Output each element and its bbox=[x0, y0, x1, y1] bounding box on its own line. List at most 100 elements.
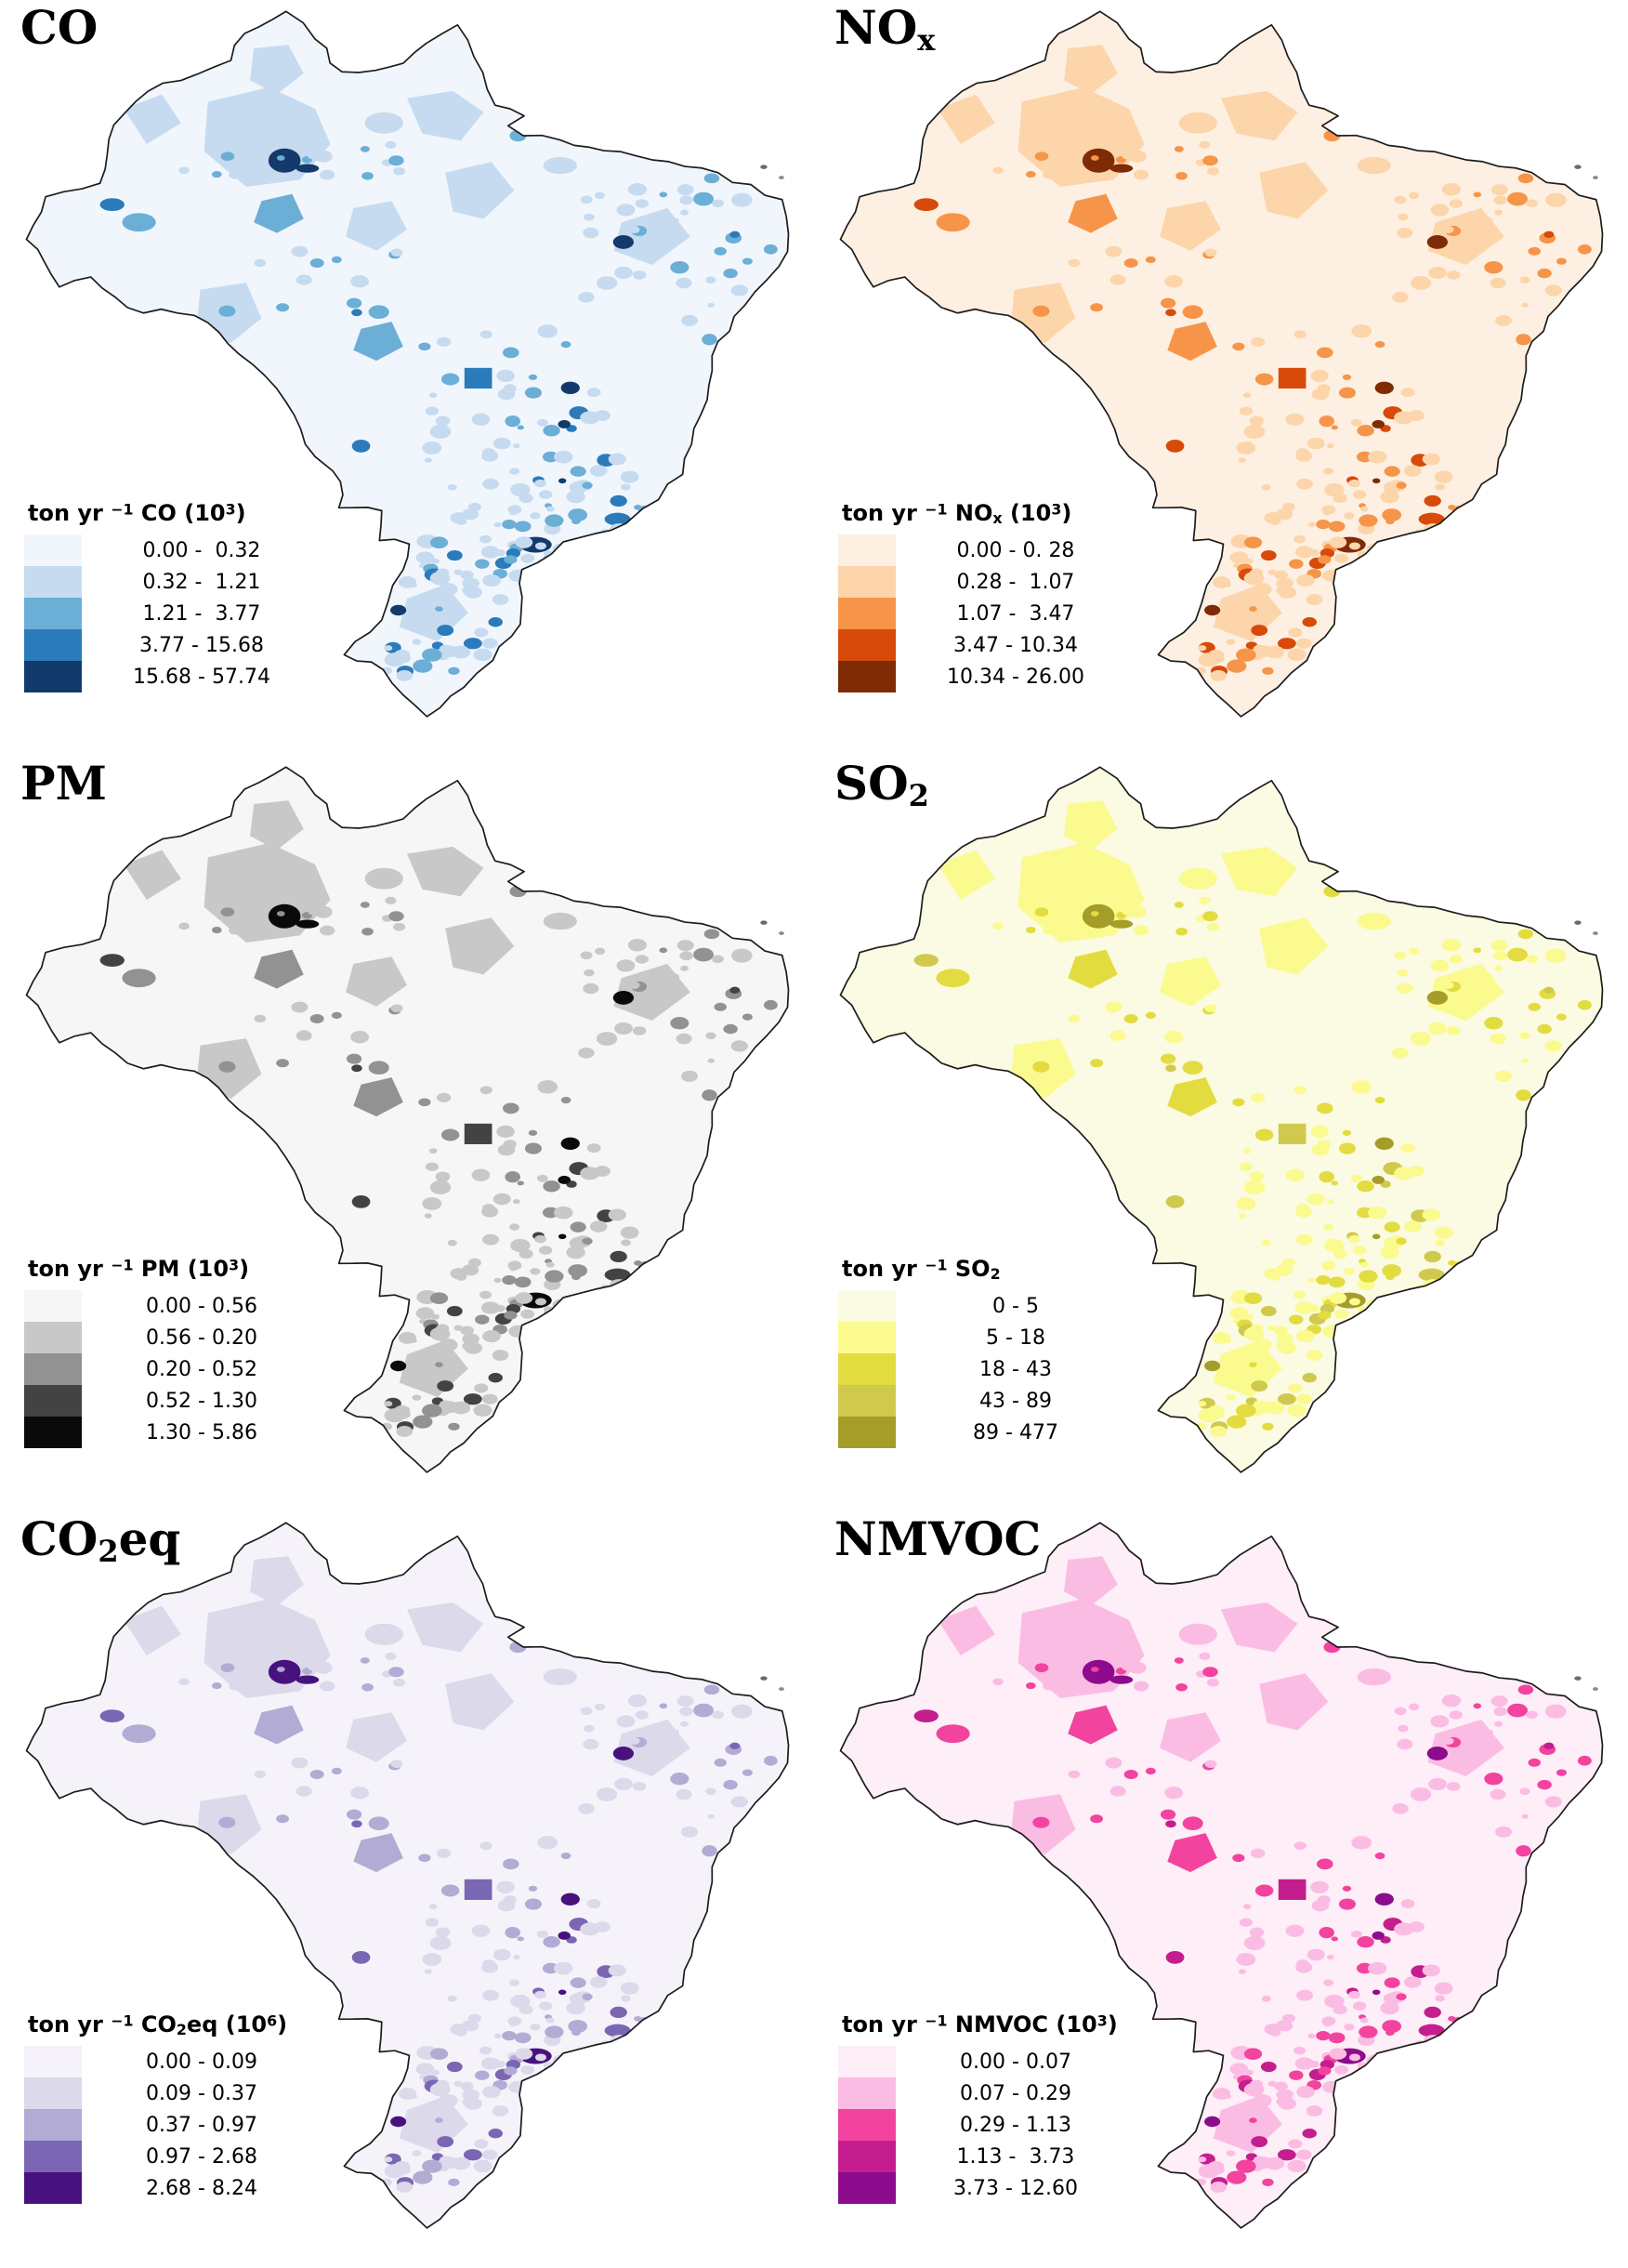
country-outline bbox=[26, 11, 788, 717]
municipality-regions bbox=[913, 1556, 1592, 2193]
country-fill bbox=[840, 767, 1603, 1472]
legend-color-swatch bbox=[838, 1417, 896, 1448]
legend-row: 0.00 - 0.07 bbox=[838, 2046, 1136, 2077]
legend-color-swatch bbox=[838, 1385, 896, 1417]
country-outline bbox=[840, 1523, 1602, 2228]
offshore-island-speck bbox=[760, 920, 768, 925]
panel-title-pm: PM bbox=[20, 758, 107, 809]
legend-row: 0.09 - 0.37 bbox=[24, 2077, 322, 2109]
text-segment: 2 bbox=[908, 778, 929, 814]
offshore-island-speck bbox=[1574, 920, 1582, 925]
text-segment: 3 bbox=[1051, 500, 1062, 519]
legend-color-swatch bbox=[24, 598, 82, 629]
text-segment: ) bbox=[1107, 2011, 1118, 2037]
brazil-map-nox bbox=[838, 9, 1604, 719]
legend-row: 0.28 - 1.07 bbox=[838, 566, 1136, 598]
text-segment: CO (10 bbox=[133, 500, 226, 526]
legend-range-label: 18 - 43 bbox=[979, 1357, 1052, 1381]
text-segment: x bbox=[917, 22, 936, 59]
text-segment: (10 bbox=[1002, 500, 1052, 526]
legend-row: 10.34 - 26.00 bbox=[838, 661, 1136, 692]
legend-color-swatch bbox=[24, 1322, 82, 1353]
legend-row: 0.00 - 0.09 bbox=[24, 2046, 322, 2077]
country-fill bbox=[840, 1523, 1603, 2228]
text-segment: ton yr bbox=[842, 500, 926, 526]
legend-range-label: 0.00 - 0.07 bbox=[960, 2050, 1071, 2074]
brazil-choropleth-svg bbox=[24, 1521, 790, 2231]
legend-row: 1.07 - 3.47 bbox=[838, 598, 1136, 629]
brazil-map-pm bbox=[24, 765, 790, 1475]
text-segment: −1 bbox=[925, 2011, 948, 2030]
legend-row: 3.77 - 15.68 bbox=[24, 629, 322, 661]
offshore-island-speck bbox=[1574, 1676, 1582, 1681]
legend-title: ton yr −1 CO (103) bbox=[28, 500, 322, 526]
legend-range-label: 0.09 - 0.37 bbox=[146, 2081, 257, 2105]
text-segment: ton yr bbox=[28, 2011, 112, 2037]
panel-title-nmvoc: NMVOC bbox=[834, 1513, 1041, 1564]
brazil-choropleth-svg bbox=[838, 1521, 1604, 2231]
text-segment: PM bbox=[20, 756, 107, 811]
text-segment: ) bbox=[235, 500, 246, 526]
offshore-island-speck bbox=[779, 1687, 784, 1691]
text-segment: ) bbox=[1061, 500, 1072, 526]
text-segment: 2 bbox=[176, 2020, 187, 2038]
text-segment: eq (10 bbox=[186, 2011, 268, 2037]
panel-title-nox: NOx bbox=[834, 2, 935, 55]
map-panel-co2eq: CO2eq ton yr −1 CO2eq (106) 0.00 - 0.09 0… bbox=[0, 1511, 814, 2268]
legend-row: 0.37 - 0.97 bbox=[24, 2109, 322, 2141]
legend-title: ton yr −1 PM (103) bbox=[28, 1256, 322, 1282]
panel-title-co2eq: CO2eq bbox=[20, 1511, 181, 1566]
offshore-island-speck bbox=[1574, 165, 1582, 169]
legend-row: 5 - 18 bbox=[838, 1322, 1136, 1353]
offshore-island-speck bbox=[1593, 1687, 1598, 1691]
legend-color-swatch bbox=[838, 629, 896, 661]
text-segment: 2 bbox=[990, 1264, 1001, 1283]
offshore-island-speck bbox=[779, 931, 784, 935]
panel-title-so2: SO2 bbox=[834, 758, 929, 811]
text-segment: NMVOC (10 bbox=[947, 2011, 1097, 2037]
text-segment: eq bbox=[118, 1511, 181, 1566]
legend-row: 0.29 - 1.13 bbox=[838, 2109, 1136, 2141]
brazil-choropleth-svg bbox=[24, 9, 790, 719]
text-segment: x bbox=[992, 508, 1003, 527]
brazil-map-so2 bbox=[838, 765, 1604, 1475]
text-segment: −1 bbox=[111, 2011, 134, 2030]
map-legend: ton yr −1 NOx (103) 0.00 - 0. 28 0.28 - 1… bbox=[838, 500, 1136, 692]
legend-row: 0 - 5 bbox=[838, 1290, 1136, 1322]
text-segment: 3 bbox=[225, 500, 236, 519]
legend-row: 0.32 - 1.21 bbox=[24, 566, 322, 598]
panel-title-co: CO bbox=[20, 2, 98, 53]
text-segment: ton yr bbox=[28, 500, 112, 526]
legend-color-swatch bbox=[24, 1353, 82, 1385]
legend-color-swatch bbox=[24, 629, 82, 661]
country-outline bbox=[840, 11, 1602, 717]
legend-color-swatch bbox=[838, 2046, 896, 2077]
text-segment: PM (10 bbox=[133, 1256, 230, 1282]
legend-row: 89 - 477 bbox=[838, 1417, 1136, 1448]
text-segment: NO bbox=[947, 500, 993, 526]
municipality-regions bbox=[913, 800, 1592, 1437]
text-segment: 3 bbox=[229, 1256, 240, 1274]
legend-range-label: 0.00 - 0.09 bbox=[146, 2050, 257, 2074]
legend-range-label: 0.00 - 0. 28 bbox=[956, 538, 1075, 562]
legend-title: ton yr −1 SO2 bbox=[842, 1256, 1136, 1282]
legend-color-swatch bbox=[24, 661, 82, 692]
legend-range-label: 0.20 - 0.52 bbox=[146, 1357, 257, 1381]
legend-title: ton yr −1 CO2eq (106) bbox=[28, 2011, 322, 2037]
legend-range-label: 1.21 - 3.77 bbox=[142, 601, 261, 626]
legend-color-swatch bbox=[838, 566, 896, 598]
legend-range-label: 0.37 - 0.97 bbox=[146, 2113, 257, 2137]
legend-rows: 0.00 - 0.07 0.07 - 0.29 0.29 - 1.13 1.13 - … bbox=[838, 2046, 1136, 2204]
legend-color-swatch bbox=[24, 2172, 82, 2204]
offshore-island-speck bbox=[1593, 176, 1598, 179]
legend-range-label: 89 - 477 bbox=[973, 1420, 1058, 1444]
legend-range-label: 0.29 - 1.13 bbox=[960, 2113, 1071, 2137]
legend-rows: 0.00 - 0.09 0.09 - 0.37 0.37 - 0.97 0.97 - … bbox=[24, 2046, 322, 2204]
legend-range-label: 43 - 89 bbox=[979, 1389, 1052, 1413]
map-legend: ton yr −1 PM (103) 0.00 - 0.56 0.56 - 0.2… bbox=[24, 1256, 322, 1448]
legend-rows: 0.00 - 0. 28 0.28 - 1.07 1.07 - 3.47 3.47 -… bbox=[838, 534, 1136, 692]
text-segment: −1 bbox=[925, 500, 948, 519]
text-segment: ) bbox=[277, 2011, 288, 2037]
